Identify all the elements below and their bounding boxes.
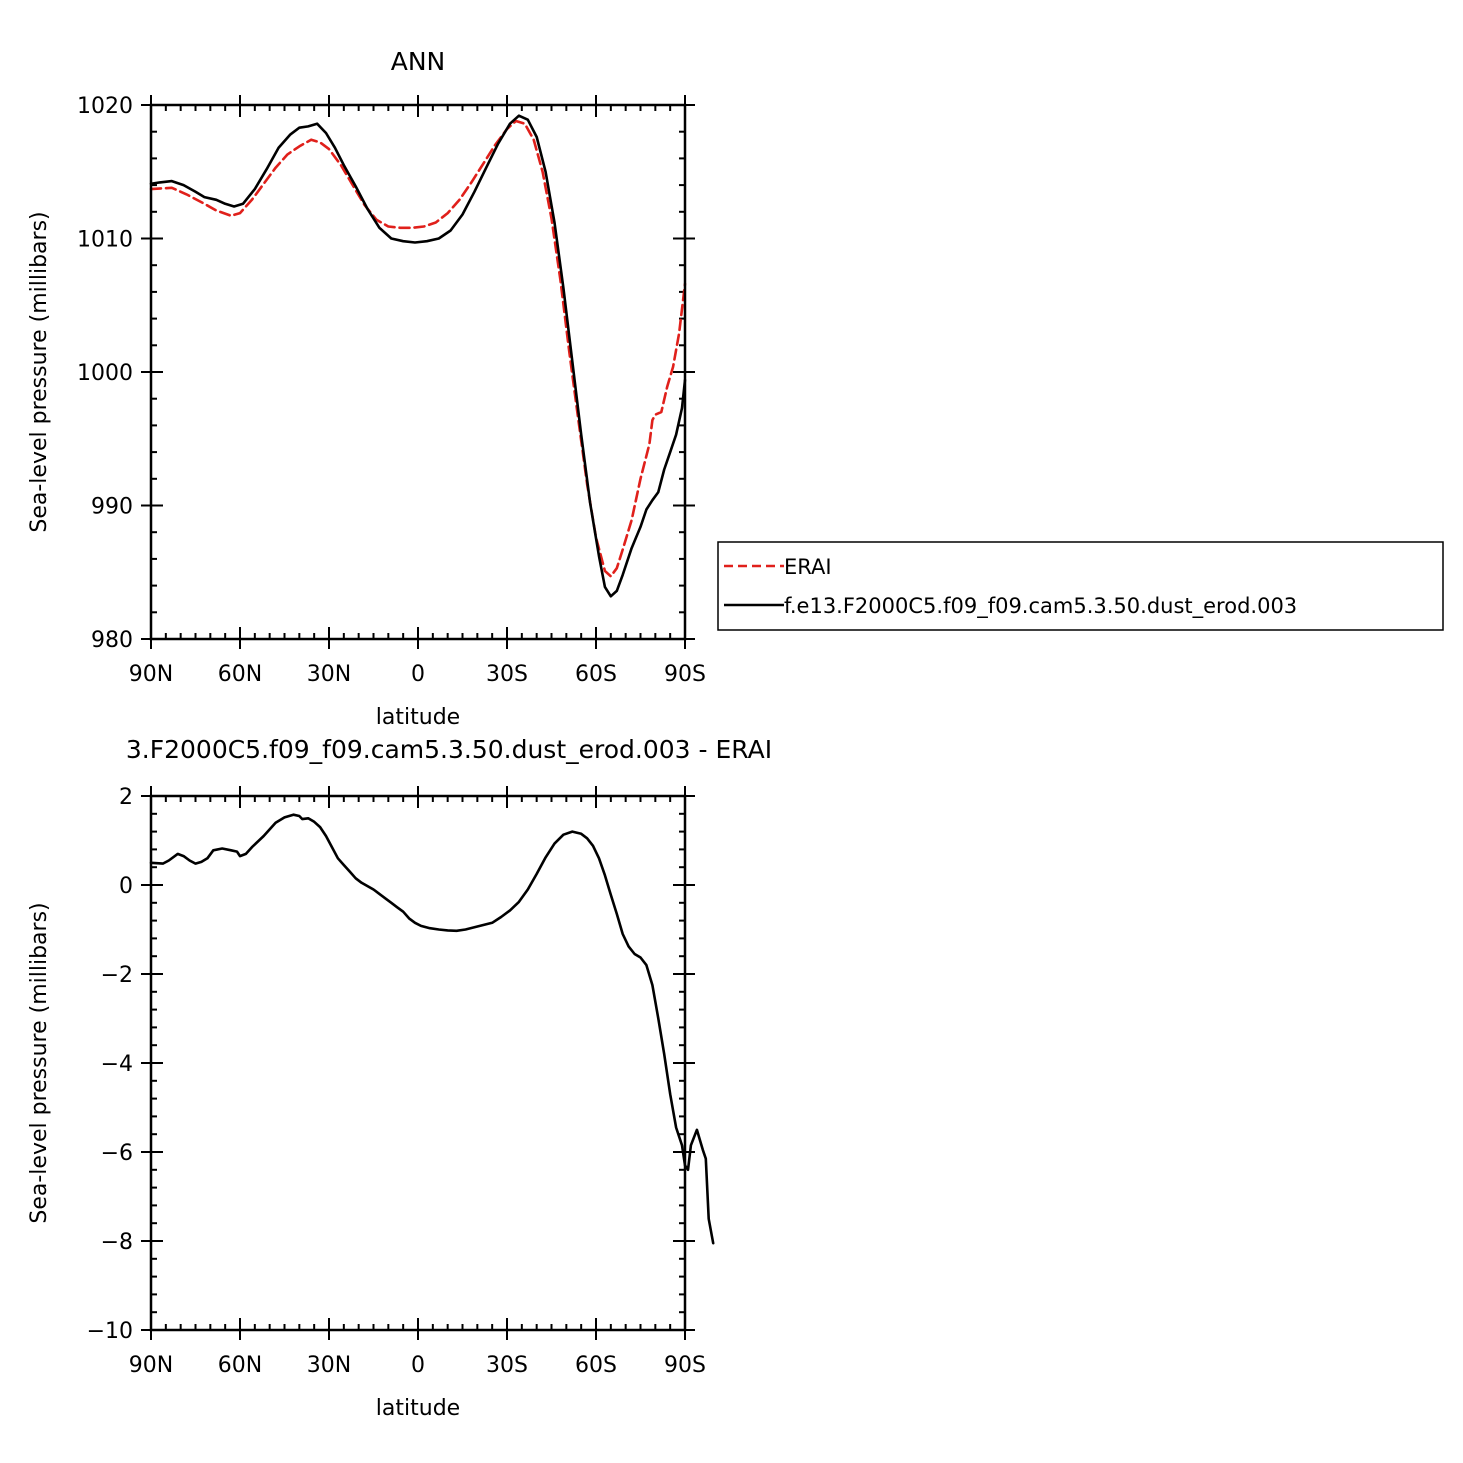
y-tick-label: −10	[87, 1319, 133, 1344]
x-tick-label: 90S	[664, 1353, 706, 1378]
top-frame	[149, 103, 687, 641]
x-tick-label: 90N	[129, 1353, 173, 1378]
bottom-panel: 3.F2000C5.f09_f09.cam5.3.50.dust_erod.00…	[27, 735, 772, 1421]
top-plot-area	[149, 114, 687, 598]
legend: ERAI f.e13.F2000C5.f09_f09.cam5.3.50.dus…	[717, 541, 1444, 631]
y-tick-label: 1000	[77, 361, 133, 386]
x-tick-label: 30N	[307, 662, 351, 687]
x-tick-label: 0	[411, 662, 425, 687]
legend-box	[717, 541, 1444, 631]
series-line-erai	[149, 119, 687, 578]
x-tick-label: 60N	[218, 662, 262, 687]
y-tick-label: 980	[91, 628, 133, 653]
bottom-ticks: 90N 60N 30N 0 30S 60S 90S −10 −8 −6 −4 −2 0 2	[87, 785, 706, 1378]
x-tick-label: 60S	[575, 1353, 617, 1378]
bottom-plot-area	[149, 813, 715, 1245]
top-ticks: 90N 60N 30N 0 30S 60S 90S 980 990 1000 1010 1020	[77, 94, 706, 687]
x-tick-label: 30S	[486, 1353, 528, 1378]
y-tick-label: −4	[101, 1052, 133, 1077]
series-line-1-0	[149, 813, 715, 1245]
legend-label-model: f.e13.F2000C5.f09_f09.cam5.3.50.dust_ero…	[784, 594, 1297, 619]
y-tick-label: 1010	[77, 228, 133, 253]
y-tick-label: −6	[101, 1141, 133, 1166]
x-tick-label: 60S	[575, 662, 617, 687]
x-tick-label: 90S	[664, 662, 706, 687]
x-tick-label: 90N	[129, 662, 173, 687]
series-line-0-1	[149, 114, 687, 598]
y-tick-label: −2	[101, 963, 133, 988]
bottom-y-axis-title-wrap: Sea-level pressure (millibars)	[27, 902, 52, 1223]
y-tick-label: 2	[119, 785, 133, 810]
top-y-axis-title: Sea-level pressure (millibars)	[27, 211, 52, 532]
bottom-frame	[149, 794, 687, 1332]
bottom-plot-title: 3.F2000C5.f09_f09.cam5.3.50.dust_erod.00…	[126, 735, 772, 764]
top-panel: ANN Sea-level pressure (millibars) latit…	[27, 47, 706, 730]
legend-label-erai: ERAI	[784, 555, 832, 579]
top-plot-title: ANN	[391, 47, 446, 76]
x-tick-label: 30N	[307, 1353, 351, 1378]
top-y-axis-title-wrap: Sea-level pressure (millibars)	[27, 211, 52, 532]
y-tick-label: −8	[101, 1230, 133, 1255]
y-tick-label: 0	[119, 874, 133, 899]
bottom-x-axis-title: latitude	[376, 1396, 460, 1421]
x-tick-label: 0	[411, 1353, 425, 1378]
y-tick-label: 1020	[77, 94, 133, 119]
y-tick-label: 990	[91, 495, 133, 520]
top-x-axis-title: latitude	[376, 705, 460, 730]
x-tick-label: 60N	[218, 1353, 262, 1378]
x-tick-label: 30S	[486, 662, 528, 687]
bottom-y-axis-title: Sea-level pressure (millibars)	[27, 902, 52, 1223]
